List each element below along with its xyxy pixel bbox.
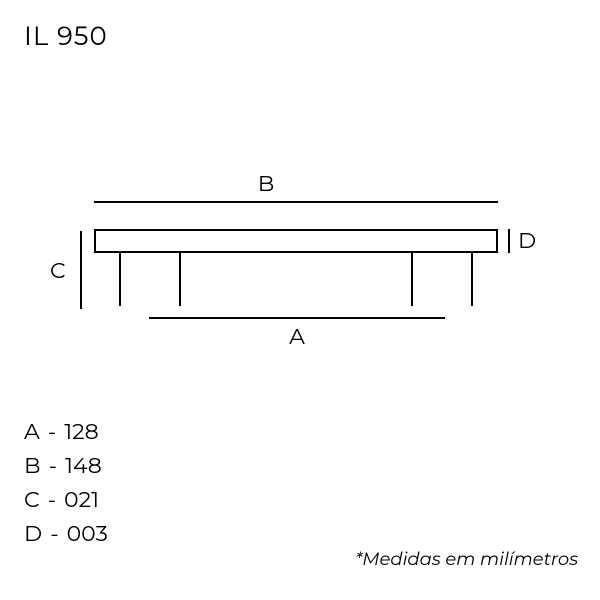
measure-row-c: C - 021	[24, 483, 108, 517]
measure-sep: -	[50, 517, 58, 551]
part-outline	[94, 229, 498, 309]
dim-line-d	[508, 229, 510, 253]
measure-key: D	[24, 517, 42, 551]
model-title: IL 950	[24, 20, 108, 52]
measure-row-b: B - 148	[24, 449, 108, 483]
measure-list: A - 128 B - 148 C - 021 D - 003	[24, 415, 108, 551]
dim-label-d: D	[518, 227, 536, 254]
measure-key: A	[24, 415, 40, 449]
part-leg-left	[119, 251, 181, 306]
dim-label-a: A	[149, 323, 445, 350]
measure-key: C	[24, 483, 40, 517]
dim-label-b: B	[64, 170, 468, 197]
measure-key: B	[24, 449, 41, 483]
part-leg-right	[411, 251, 473, 306]
measure-sep: -	[48, 483, 56, 517]
measure-row-a: A - 128	[24, 415, 108, 449]
measure-sep: -	[48, 415, 56, 449]
dim-label-c: C	[50, 257, 66, 284]
measure-val: 003	[67, 517, 108, 551]
measure-row-d: D - 003	[24, 517, 108, 551]
part-top-bar	[94, 229, 498, 253]
measure-val: 128	[64, 415, 98, 449]
measure-val: 021	[64, 483, 99, 517]
units-footnote: *Medidas em milímetros	[355, 548, 578, 570]
measure-sep: -	[49, 449, 57, 483]
dim-line-b	[94, 201, 498, 203]
dim-line-a	[149, 317, 445, 319]
measure-val: 148	[65, 449, 102, 483]
dimension-diagram: B C D A	[64, 185, 584, 360]
dim-line-c	[80, 231, 82, 309]
